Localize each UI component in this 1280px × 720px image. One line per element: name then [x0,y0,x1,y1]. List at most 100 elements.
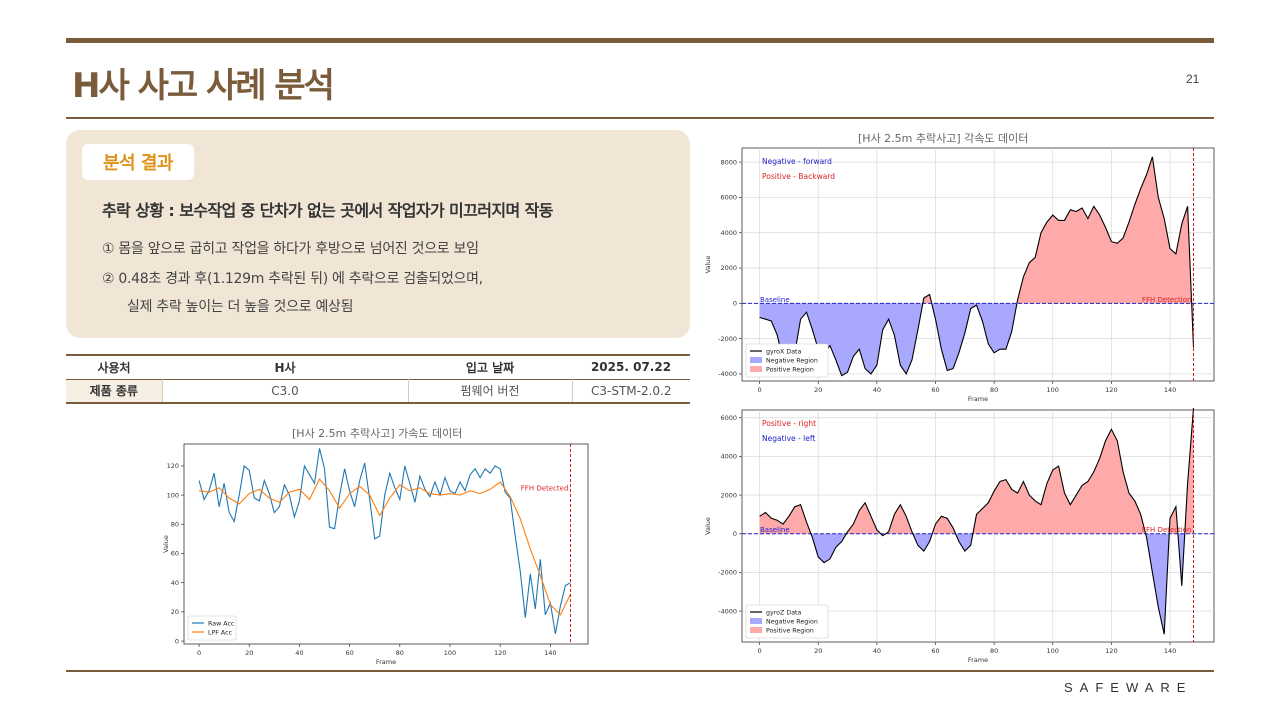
positive-region-fill [759,156,1194,304]
plot-frame [183,443,589,645]
positive-region-fill [759,410,1194,534]
x-tick-label: 60 [931,386,939,394]
y-tick-label: 2000 [720,264,737,272]
negative-region-fill [759,303,1194,376]
legend-box [187,615,237,641]
y-axis-label: Value [162,535,170,553]
chart-note: Negative - forward [762,157,832,166]
x-tick-label: 80 [396,649,404,657]
table-cell-value: C3-STM-2.0.2 [590,383,672,398]
gyroz-chart: 0 20 40 60 80 100 120 140 -4000 -2000 0 2000 4000 600… [704,408,1215,664]
table-cell-label: 사용처 [97,360,131,375]
y-tick-label: 4000 [720,453,737,461]
legend-swatch [750,357,762,363]
title-rule [66,117,1214,119]
series-line-raw-acc [198,448,571,634]
x-tick-label: 140 [1164,647,1176,655]
table-row: 사용처 H사 입고 날짜 2025. 07.22 [66,355,690,379]
page-title: H사 사고 사례 분석 [72,66,335,106]
y-tick-label: 100 [167,491,179,499]
chart-note: Positive - right [762,419,816,428]
x-tick-label: 120 [1105,386,1117,394]
x-axis-label: Frame [968,656,988,664]
legend-entry: gyroZ Data [766,609,802,616]
x-tick-label: 60 [931,647,939,655]
y-tick-label: 6000 [720,414,737,422]
acc-chart: 0 20 40 60 80 100 120 140 0 20 40 60 80 100 120 Frame Va… [162,443,589,666]
top-rule [66,38,1214,43]
legend-swatch [750,366,762,372]
info-table: 사용처 H사 입고 날짜 2025. 07.22 제품 종류 C3.0 펌웨어 … [66,354,690,404]
y-axis-label: Value [704,517,712,535]
legend-entry: Negative Region [766,618,818,625]
table-cell-label: 제품 종류 [66,379,163,403]
detection-label: FFH Detection [1142,296,1192,304]
series-line-gyrox-data [759,156,1195,377]
bottom-rule [66,670,1214,672]
y-axis-label: Value [704,256,712,274]
acc-chart-title: [H사 2.5m 추락사고] 가속도 데이터 [292,427,463,440]
analysis-headline: 추락 상황 : 보수작업 중 단차가 없는 곳에서 작업자가 미끄러지며 작동 [102,201,553,220]
x-tick-label: 100 [444,649,456,657]
baseline-label: Baseline [760,526,790,534]
x-tick-label: 80 [990,386,998,394]
x-tick-label: 60 [345,649,353,657]
x-tick-label: 20 [245,649,253,657]
y-tick-label: 4000 [720,229,737,237]
y-tick-label: 120 [167,462,179,470]
legend-entry: Raw Acc [208,620,235,627]
x-tick-label: 120 [494,649,506,657]
series-line-lpf-acc [199,478,571,616]
x-tick-label: 40 [873,386,881,394]
y-tick-label: 2000 [720,491,737,499]
x-tick-label: 0 [758,647,762,655]
y-tick-label: 0 [733,300,737,308]
brand-logo-text: SAFEWARE [1064,680,1193,695]
chart-note: Negative - left [762,434,815,443]
detection-label: FFH Detected [521,485,569,493]
x-tick-label: 100 [1047,647,1059,655]
legend-entry: Negative Region [766,357,818,364]
y-tick-label: -2000 [718,569,737,577]
baseline-label: Baseline [760,296,790,304]
table-row: 제품 종류 C3.0 펌웨어 버전 C3-STM-2.0.2 [66,379,690,403]
y-tick-label: 0 [733,530,737,538]
detection-label: FFH Detection [1142,526,1192,534]
y-tick-label: 8000 [720,158,737,166]
gyrox-chart: 0 20 40 60 80 100 120 140 -4000 -2000 0 2000 4000 600… [704,147,1215,403]
table-cell-label: 펌웨어 버전 [408,379,573,403]
y-tick-label: 40 [171,579,179,587]
x-tick-label: 40 [873,647,881,655]
x-tick-label: 0 [758,386,762,394]
legend-entry: LPF Acc [208,629,233,636]
legend-entry: Positive Region [766,627,814,634]
analysis-item-1: ① 몸을 앞으로 굽히고 작업을 하다가 후방으로 넘어진 것으로 보임 [102,241,479,257]
x-tick-label: 40 [295,649,303,657]
chart-note: Positive - Backward [762,172,835,181]
x-tick-label: 20 [814,647,822,655]
x-tick-label: 100 [1047,386,1059,394]
x-tick-label: 140 [1164,386,1176,394]
x-axis-label: Frame [376,658,396,666]
x-axis-label: Frame [968,395,988,403]
legend-entry: gyroX Data [766,348,802,355]
page-number: 21 [1186,72,1200,86]
y-tick-label: -4000 [718,370,737,378]
y-tick-label: 0 [175,637,179,645]
legend-swatch [750,627,762,633]
legend-box [745,604,829,639]
x-tick-label: 120 [1105,647,1117,655]
legend-swatch [750,618,762,624]
table-cell-value: H사 [274,360,296,375]
gyro-chart-title: [H사 2.5m 추락사고] 각속도 데이터 [858,132,1029,145]
y-tick-label: -4000 [718,607,737,615]
table-cell-value: C3.0 [162,379,409,403]
y-tick-label: 6000 [720,194,737,202]
x-tick-label: 0 [197,649,201,657]
analysis-badge: 분석 결과 [82,144,194,180]
legend-entry: Positive Region [766,366,814,373]
series-line-gyroz-data [759,408,1195,635]
legend-box [745,343,829,378]
table-cell-value: 2025. 07.22 [590,360,672,375]
x-tick-label: 140 [544,649,556,657]
